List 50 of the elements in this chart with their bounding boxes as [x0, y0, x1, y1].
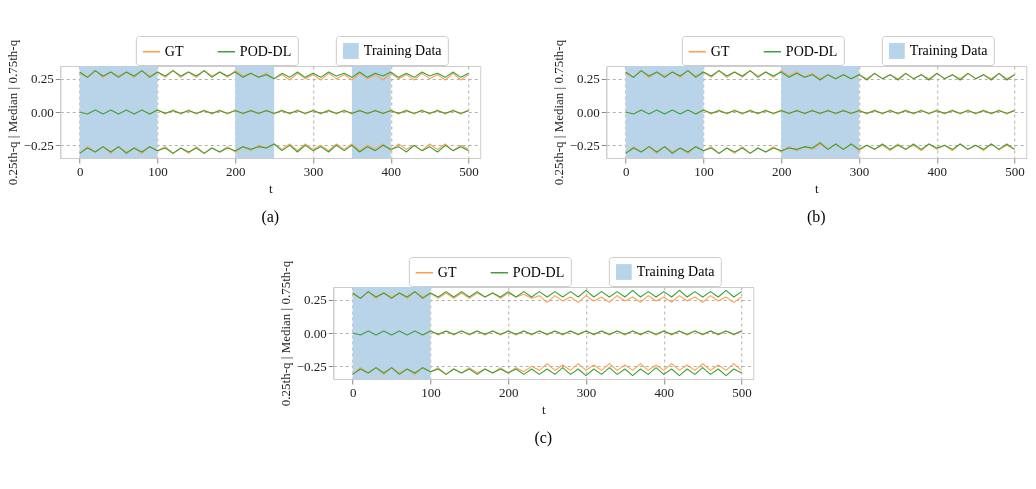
line-series: [352, 363, 743, 375]
y-axis-title: 0.25th-q | Median | 0.75th-q: [550, 39, 566, 186]
y-tick-label: 0.25: [31, 71, 54, 87]
text: (b): [806, 208, 826, 226]
x-tick-label: 0: [622, 163, 630, 179]
line-series: [352, 289, 743, 299]
x-axis-title: t: [268, 180, 273, 196]
y-tick-label: 0.25: [577, 71, 600, 87]
x-tick-label: 300: [576, 384, 597, 400]
y-tick-label: 0.00: [304, 325, 327, 341]
legend-label: POD-DL: [512, 264, 565, 280]
legend-label: Training Data: [636, 264, 716, 279]
y-axis-title: 0.25th-q | Median | 0.75th-q: [277, 260, 293, 407]
legend-label: Training Data: [363, 43, 443, 58]
x-tick-label: 100: [694, 163, 714, 179]
legend-label: Training Data: [909, 43, 989, 58]
y-tick-label: 0.00: [577, 104, 600, 120]
y-tick-label: −0.25: [23, 137, 54, 153]
y-tick-label: −0.25: [296, 358, 327, 374]
x-axis-title: t: [541, 401, 546, 417]
text: (a): [261, 208, 280, 226]
line-series: [352, 367, 743, 377]
legend-label: GT: [437, 264, 457, 280]
x-tick-label: 100: [421, 384, 441, 400]
x-tick-label: 300: [303, 163, 324, 179]
legend-label: POD-DL: [785, 43, 838, 59]
legend-label: GT: [164, 43, 184, 59]
x-tick-label: 500: [732, 384, 752, 400]
y-tick-label: −0.25: [569, 137, 600, 153]
legend-label: POD-DL: [239, 43, 292, 59]
y-axis-title: 0.25th-q | Median | 0.75th-q: [4, 39, 20, 186]
x-tick-label: 300: [849, 163, 870, 179]
x-tick-label: 400: [381, 163, 402, 179]
x-tick-label: 0: [349, 384, 357, 400]
text: (c): [534, 429, 553, 447]
x-tick-label: 100: [148, 163, 168, 179]
x-tick-label: 500: [459, 163, 479, 179]
x-tick-label: 500: [1005, 163, 1025, 179]
x-tick-label: 200: [226, 163, 246, 179]
line-series: [79, 143, 470, 154]
x-tick-label: 0: [76, 163, 84, 179]
y-tick-label: 0.25: [304, 292, 327, 308]
x-axis-title: t: [814, 180, 819, 196]
x-tick-label: 200: [772, 163, 792, 179]
x-tick-label: 400: [654, 384, 675, 400]
legend-label: GT: [710, 43, 730, 59]
x-tick-label: 400: [927, 163, 948, 179]
line-series: [352, 291, 743, 303]
x-tick-label: 200: [499, 384, 519, 400]
y-tick-label: 0.00: [31, 104, 54, 120]
